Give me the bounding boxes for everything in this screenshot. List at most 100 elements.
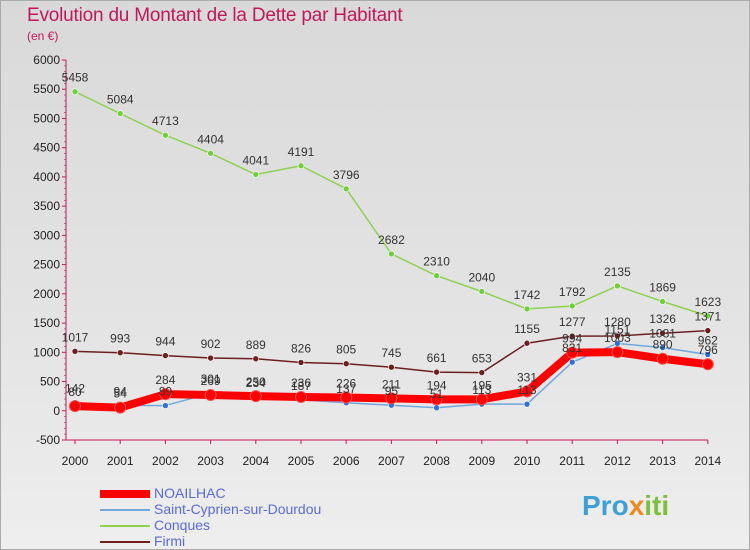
data-point — [614, 282, 621, 290]
data-label: 1151 — [604, 322, 630, 336]
data-point — [475, 393, 488, 406]
data-point — [430, 393, 443, 406]
data-point — [388, 250, 395, 258]
data-label: 2310 — [423, 255, 450, 269]
data-point — [207, 354, 214, 362]
proxiti-logo: Proxiti — [582, 490, 670, 521]
data-point — [71, 88, 79, 95]
data-label: 250 — [246, 375, 266, 389]
data-label: 94 — [114, 384, 128, 398]
chart-unit: (en €) — [27, 29, 59, 43]
data-label: 2040 — [468, 271, 495, 285]
data-point — [433, 368, 440, 376]
legend-swatch — [100, 490, 150, 498]
data-point — [523, 400, 531, 408]
legend-label: Saint-Cyprien-sur-Dourdou — [154, 501, 322, 517]
x-tick-label: 2005 — [288, 454, 315, 468]
data-point — [568, 302, 576, 310]
data-label: 994 — [562, 332, 582, 346]
data-point — [656, 352, 669, 365]
data-point — [295, 390, 307, 403]
x-tick-label: 2007 — [378, 454, 405, 468]
data-point — [704, 351, 712, 358]
data-label: 4191 — [288, 145, 315, 159]
x-tick-label: 2014 — [694, 454, 721, 468]
data-point — [204, 389, 217, 402]
data-point — [116, 110, 124, 117]
data-point — [701, 358, 714, 371]
x-tick-label: 2008 — [423, 454, 450, 468]
data-label: 187 — [291, 379, 311, 393]
data-label: 805 — [336, 343, 356, 357]
x-tick-label: 2001 — [107, 454, 134, 468]
data-label: 80 — [68, 385, 82, 399]
data-label: 902 — [201, 337, 221, 351]
data-label: 4713 — [152, 114, 179, 128]
data-label: 5084 — [107, 93, 134, 107]
data-point — [659, 298, 666, 305]
data-point — [252, 171, 260, 178]
data-label: 137 — [336, 382, 356, 396]
data-label: 234 — [246, 376, 266, 390]
data-point — [521, 385, 533, 398]
data-point — [611, 346, 624, 359]
y-tick-label: 2500 — [33, 258, 60, 272]
y-tick-label: 6000 — [33, 53, 60, 67]
y-tick-label: -500 — [36, 433, 60, 447]
legend-label: Conques — [154, 517, 211, 533]
data-point — [340, 391, 353, 404]
data-label: 1003 — [604, 331, 631, 345]
data-label: 195 — [472, 378, 492, 392]
legend-swatch — [100, 525, 150, 527]
data-label: 890 — [653, 338, 673, 352]
data-point — [69, 400, 81, 413]
y-tick-label: 5000 — [33, 111, 60, 125]
data-point — [162, 352, 169, 359]
data-label: 194 — [427, 378, 447, 392]
data-label: 1792 — [559, 285, 586, 299]
data-point — [159, 388, 172, 401]
data-label: 993 — [110, 332, 130, 346]
series-lines — [69, 88, 714, 414]
data-label: 1326 — [649, 312, 676, 326]
data-point — [342, 360, 350, 368]
axes: -500 0 500 1000 1500 2000 2500 3000 3500 4000 4500… — [33, 53, 721, 468]
data-point — [385, 392, 398, 405]
data-label: 661 — [427, 351, 447, 365]
data-label: 1623 — [694, 295, 721, 309]
y-tick-label: 1500 — [33, 316, 60, 330]
data-label: 944 — [155, 335, 175, 349]
data-point — [297, 162, 305, 170]
data-labels: 1017 993 944 902 889 826 805 745 661 653 1155 1277 1… — [62, 71, 722, 401]
data-label: 889 — [246, 338, 266, 352]
data-point — [162, 402, 169, 409]
x-tick-label: 2012 — [604, 454, 631, 468]
y-tick-label: 4000 — [33, 170, 60, 184]
x-tick-label: 2004 — [242, 454, 269, 468]
y-tick-label: 500 — [40, 375, 60, 389]
data-point — [388, 363, 395, 371]
x-tick-label: 2011 — [559, 454, 585, 468]
data-label: 142 — [65, 381, 85, 395]
data-point — [433, 404, 440, 412]
data-point — [207, 150, 214, 157]
data-point — [704, 312, 712, 320]
data-point — [249, 390, 262, 403]
data-label: 51 — [430, 387, 444, 401]
data-label: 54 — [114, 387, 128, 401]
y-tick-label: 2000 — [33, 287, 60, 301]
x-tick-label: 2006 — [333, 454, 360, 468]
data-point — [568, 332, 576, 340]
data-label: 236 — [291, 376, 311, 390]
data-label: 1081 — [649, 327, 676, 341]
data-label: 1155 — [514, 322, 540, 336]
data-point — [162, 131, 169, 139]
data-point — [342, 185, 350, 193]
data-label: 301 — [201, 372, 221, 386]
chart-title: Evolution du Montant de la Dette par Hab… — [27, 5, 403, 26]
x-tick-label: 2009 — [468, 454, 495, 468]
x-tick-label: 2003 — [197, 454, 224, 468]
x-tick-label: 2000 — [62, 454, 89, 468]
